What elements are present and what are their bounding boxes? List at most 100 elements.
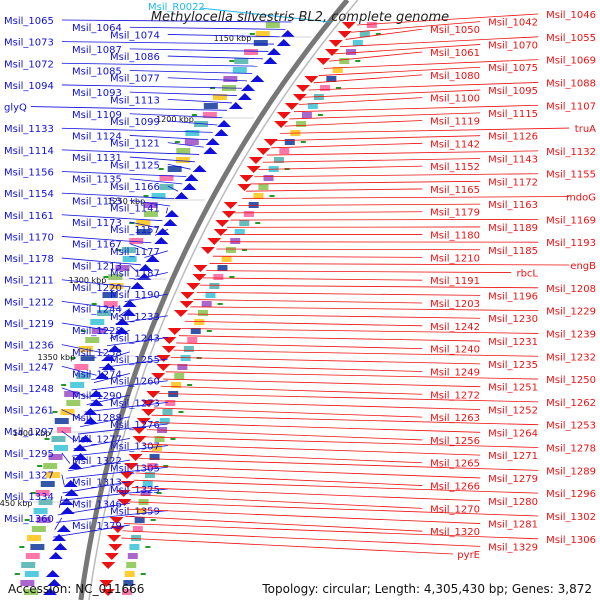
gene-label-right: Msil_1252	[488, 405, 538, 416]
accession-label: Accession: NC_011666	[8, 582, 144, 596]
cog-category-block	[159, 184, 173, 190]
gene-leader-line-left	[55, 518, 62, 530]
gene-track-dash	[45, 438, 50, 440]
gene-label-left: glyQ	[4, 103, 27, 114]
gene-leader-line-right	[158, 393, 538, 401]
gene-label-right: Msil_1069	[546, 56, 596, 67]
gene-leader-line-right	[154, 408, 422, 417]
reverse-gene-arrow	[201, 247, 215, 254]
gene-leader-line-left	[31, 107, 227, 111]
gene-leader-line-right	[200, 285, 538, 288]
cog-category-block	[174, 373, 184, 379]
cog-category-block	[346, 49, 356, 55]
gene-label-left: Msil_1154	[4, 189, 54, 200]
gene-label-right: Msil_1278	[546, 444, 596, 455]
map-title: Methylocella silvestris BL2, complete ge…	[0, 10, 600, 25]
forward-gene-arrow	[267, 48, 281, 55]
gene-leader-line-right	[246, 189, 422, 191]
cog-category-block	[209, 283, 219, 289]
forward-gene-arrow	[57, 525, 71, 532]
gene-leader-line-left	[130, 27, 286, 29]
gene-label-left: Msil_1360	[4, 514, 54, 525]
gene-label-right: Msil_1230	[488, 314, 538, 325]
cog-category-block	[129, 544, 139, 550]
gene-track-dash	[151, 519, 156, 521]
gene-label-right: Msil_1239	[546, 329, 596, 340]
cog-category-block	[217, 265, 227, 271]
cog-category-block	[296, 121, 306, 127]
reverse-gene-arrow	[146, 391, 160, 398]
cog-category-block	[125, 571, 135, 577]
gene-track-dash	[318, 114, 323, 116]
gene-track-dash	[229, 276, 234, 278]
gene-label-right: Msil_1329	[488, 542, 538, 553]
reverse-gene-arrow	[105, 553, 119, 560]
gene-leader-line-right	[163, 379, 480, 387]
gene-track-dash	[218, 303, 223, 305]
forward-gene-arrow	[163, 219, 177, 226]
cog-category-block	[320, 85, 330, 91]
gene-leader-line-right	[182, 328, 538, 333]
reverse-gene-arrow	[193, 265, 207, 272]
gene-label-left: Msil_1166	[110, 182, 160, 193]
reverse-gene-arrow	[180, 292, 194, 299]
gene-leader-line-right	[235, 212, 423, 213]
gene-leader-line-right	[135, 473, 422, 486]
gene-label-left: Msil_1141	[110, 204, 160, 215]
gene-label-right: Msil_1271	[488, 451, 538, 462]
gene-label-right: Msil_1281	[488, 520, 538, 531]
reverse-gene-arrow	[174, 310, 188, 317]
gene-label-right: Msil_1235	[488, 360, 538, 371]
gene-leader-line-right	[173, 350, 538, 356]
gene-label-right: Msil_1132	[546, 147, 596, 158]
gene-label-right: Msil_1208	[546, 284, 596, 295]
gene-label-right: Msil_1107	[546, 101, 596, 112]
gene-label-right: Msil_1231	[488, 337, 538, 348]
gene-leader-line-right	[346, 29, 423, 39]
reverse-gene-arrow	[249, 157, 263, 164]
gene-label-right: Msil_1262	[546, 398, 596, 409]
gene-leader-line-right	[213, 256, 422, 257]
cog-category-block	[131, 535, 141, 541]
gene-label-left: Msil_1086	[110, 52, 160, 63]
cog-category-block	[187, 337, 197, 343]
cog-category-block	[185, 139, 199, 145]
cog-category-block	[27, 535, 41, 541]
gene-leader-line-right	[216, 249, 480, 250]
gene-label-left: Msil_1178	[4, 254, 54, 265]
gene-leader-line-right	[161, 386, 422, 394]
gene-leader-line-right	[171, 357, 480, 363]
forward-gene-arrow	[250, 75, 264, 82]
gene-label-right: Msil_1172	[488, 177, 538, 188]
cog-category-block	[185, 130, 199, 136]
reverse-gene-arrow	[325, 49, 339, 56]
cog-category-block	[30, 544, 44, 550]
gene-label-left: Msil_1074	[110, 30, 160, 41]
gene-label-right: Msil_1163	[488, 200, 538, 211]
forward-gene-arrow	[277, 39, 291, 46]
gene-label-right: Msil_1185	[488, 246, 538, 257]
reverse-gene-arrow	[162, 346, 176, 353]
gene-label-right: Msil_1280	[488, 497, 538, 508]
cog-category-block	[302, 112, 312, 118]
cog-category-block	[353, 40, 363, 46]
scale-label: 1350 kbp	[37, 353, 75, 362]
cog-category-block	[32, 526, 46, 532]
reverse-gene-arrow	[168, 328, 182, 335]
forward-gene-arrow	[185, 174, 199, 181]
reverse-gene-arrow	[274, 121, 288, 128]
cog-category-block	[90, 319, 104, 325]
gene-track-dash	[19, 546, 24, 548]
gene-leader-line-right	[185, 321, 423, 326]
reverse-gene-arrow	[107, 535, 121, 542]
reverse-gene-arrow	[285, 103, 299, 110]
gene-leader-line-right	[254, 174, 538, 177]
gene-track-dash	[355, 60, 360, 62]
gene-label-left: Msil_1236	[4, 341, 54, 352]
reverse-gene-arrow	[214, 229, 228, 236]
gene-label-right: Msil_1050	[430, 25, 480, 36]
reverse-gene-arrow	[108, 544, 122, 551]
forward-gene-arrow	[154, 237, 168, 244]
gene-label-left: Msil_1261	[4, 406, 54, 417]
cog-category-block	[202, 301, 212, 307]
